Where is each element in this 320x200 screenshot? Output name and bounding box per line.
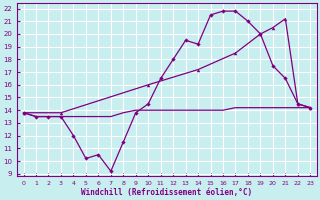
X-axis label: Windchill (Refroidissement éolien,°C): Windchill (Refroidissement éolien,°C) [81, 188, 252, 197]
